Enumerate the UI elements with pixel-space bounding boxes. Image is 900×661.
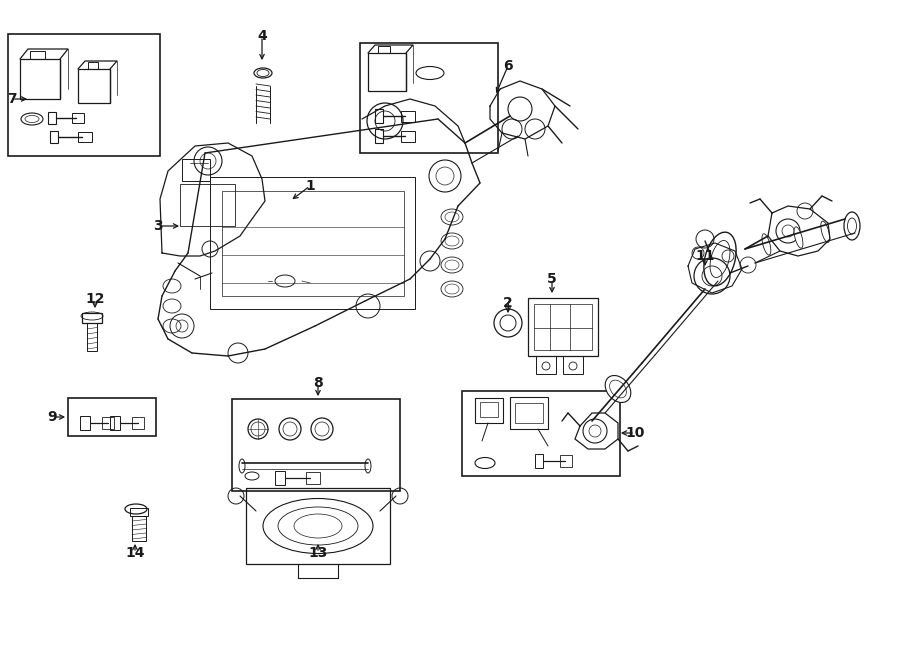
Bar [88, 62, 98, 69]
Bar [82, 313, 102, 323]
Bar [563, 356, 583, 374]
Ellipse shape [605, 375, 631, 403]
Bar [50, 131, 58, 143]
Bar [8, 34, 160, 156]
Bar [78, 69, 110, 103]
Text: 9: 9 [47, 410, 57, 424]
Bar [306, 472, 320, 484]
Text: 11: 11 [695, 249, 715, 263]
Text: 6: 6 [503, 59, 513, 73]
Bar [87, 323, 97, 351]
Bar [132, 516, 146, 541]
Ellipse shape [762, 234, 770, 255]
Bar [182, 159, 210, 181]
Bar [534, 304, 592, 350]
Bar [72, 113, 84, 123]
Bar [80, 416, 90, 430]
Ellipse shape [821, 221, 830, 243]
Text: 2: 2 [503, 296, 513, 310]
Bar [480, 402, 498, 417]
Bar [102, 417, 114, 429]
Text: 8: 8 [313, 376, 323, 390]
Text: 3: 3 [153, 219, 163, 233]
Ellipse shape [794, 227, 803, 248]
Bar [232, 399, 400, 491]
Bar [68, 398, 156, 436]
Text: 5: 5 [547, 272, 557, 286]
Bar [20, 59, 60, 99]
Bar [536, 356, 556, 374]
Bar [48, 112, 56, 124]
Bar [210, 177, 415, 309]
Bar [130, 508, 148, 516]
Text: 10: 10 [626, 426, 644, 440]
Bar [462, 391, 620, 476]
Bar [30, 51, 45, 59]
Ellipse shape [844, 212, 860, 240]
Bar [360, 43, 498, 153]
Bar [246, 488, 390, 564]
Text: 7: 7 [7, 92, 17, 106]
Bar [375, 129, 383, 143]
Bar [535, 454, 543, 468]
Bar [515, 403, 543, 423]
Text: 12: 12 [86, 292, 104, 306]
Text: 14: 14 [125, 546, 145, 560]
Bar [401, 111, 415, 122]
Bar [528, 298, 598, 356]
Bar [180, 184, 235, 226]
Text: 4: 4 [257, 29, 267, 43]
Text: 1: 1 [305, 179, 315, 193]
Bar [510, 397, 548, 429]
Bar [368, 53, 406, 91]
Bar [110, 416, 120, 430]
Bar [222, 191, 404, 296]
Bar [475, 398, 503, 423]
Text: 13: 13 [309, 546, 328, 560]
Bar [78, 132, 92, 142]
Bar [560, 455, 572, 467]
Bar [375, 109, 383, 123]
Bar [378, 46, 390, 53]
Bar [132, 417, 144, 429]
Bar [275, 471, 285, 485]
Bar [401, 131, 415, 142]
